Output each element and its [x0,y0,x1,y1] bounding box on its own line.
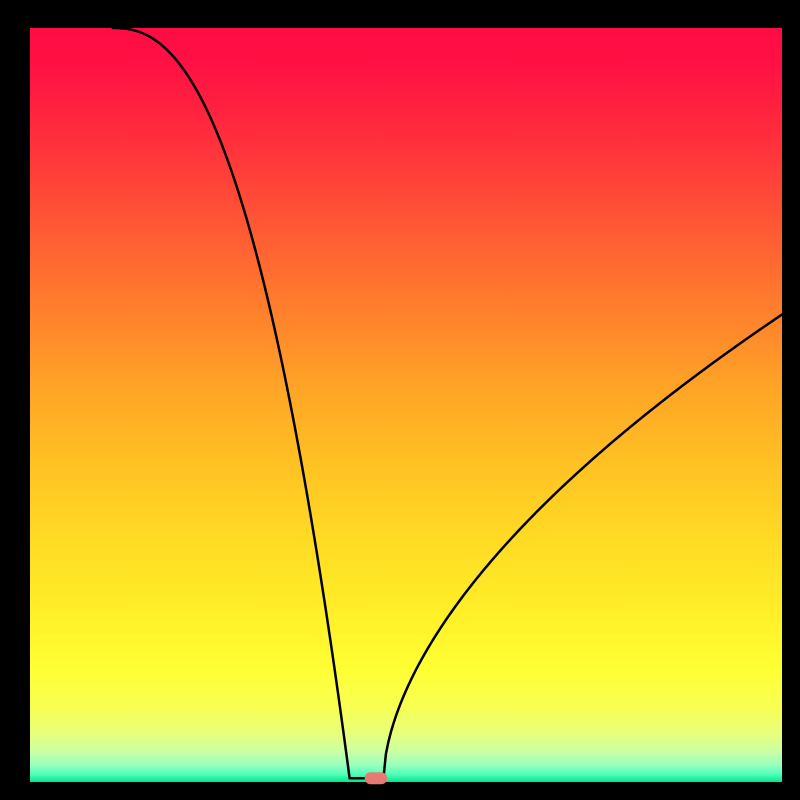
chart-frame: TheBottleneck.com [0,0,800,800]
optimal-point-marker [365,772,388,784]
plot-background-gradient [30,28,782,782]
bottleneck-plot [0,0,800,800]
